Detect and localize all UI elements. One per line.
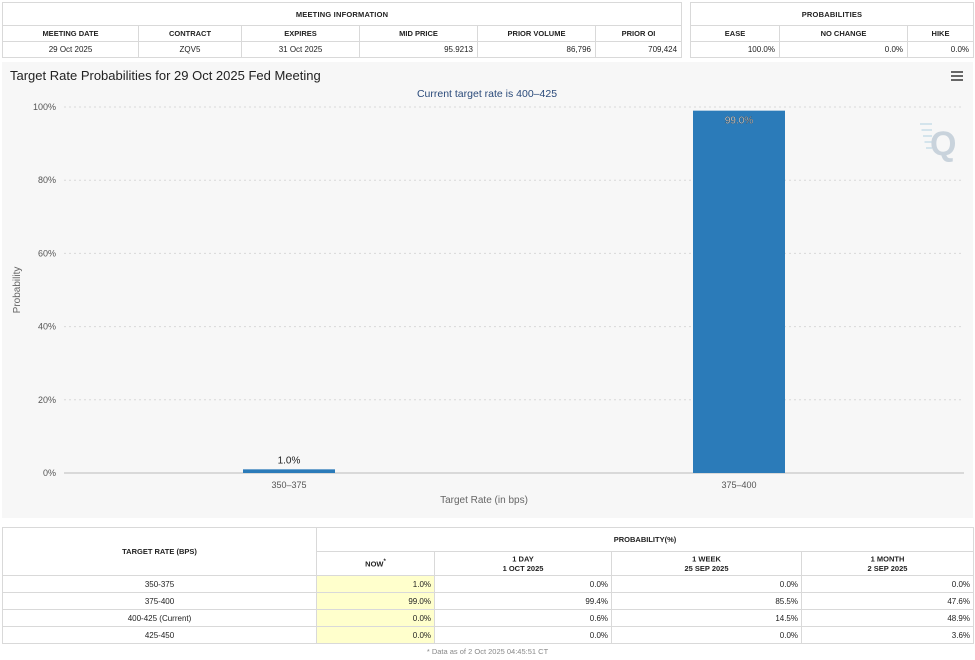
table-row: 400-425 (Current) 0.0% 0.6% 14.5% 48.9% [2, 609, 974, 627]
target-rate-cell: 350-375 [2, 575, 317, 593]
probability-header: PROBABILITY(%) [316, 527, 974, 552]
meeting-information-header: MEETING INFORMATION [1, 2, 683, 26]
mid-price-value: 95.9213 [359, 41, 478, 58]
chart-subtitle: Current target rate is 400–425 [417, 88, 557, 100]
x-tick-label: 350–375 [271, 480, 306, 490]
meeting-date-value: 29 Oct 2025 [2, 41, 139, 58]
probability-cell: 99.4% [434, 592, 612, 610]
y-tick-label: 80% [38, 175, 56, 185]
contract-header: CONTRACT [138, 25, 242, 42]
bar-375–400 [693, 110, 785, 473]
data-timestamp-footnote: * Data as of 2 Oct 2025 04:45:51 CT [426, 647, 549, 656]
y-tick-label: 40% [38, 322, 56, 332]
y-tick-label: 20% [38, 395, 56, 405]
period-label: 1 MONTH [870, 554, 905, 564]
target-rate-header: TARGET RATE (BPS) [2, 527, 317, 576]
prior-volume-value: 86,796 [477, 41, 596, 58]
probability-cell: 47.6% [801, 592, 974, 610]
prior-volume-header: PRIOR VOLUME [477, 25, 596, 42]
period-header: 1 DAY 1 OCT 2025 [434, 551, 612, 576]
bar-350–375 [243, 469, 335, 473]
ease-value: 100.0% [690, 41, 780, 58]
period-header: 1 WEEK 25 SEP 2025 [611, 551, 802, 576]
q-logo-icon: Q [930, 125, 956, 163]
expires-value: 31 Oct 2025 [241, 41, 360, 58]
probability-cell: 0.0% [611, 575, 802, 593]
meeting-information-table: MEETING INFORMATION MEETING DATE CONTRAC… [1, 2, 683, 58]
period-date: 1 OCT 2025 [502, 563, 544, 573]
x-axis-label: Target Rate (in bps) [440, 495, 528, 506]
period-header: NOW* [316, 551, 435, 576]
probability-cell: 85.5% [611, 592, 802, 610]
hamburger-menu-icon[interactable] [951, 71, 963, 81]
chart-title: Target Rate Probabilities for 29 Oct 202… [10, 68, 321, 83]
target-rate-cell: 375-400 [2, 592, 317, 610]
y-tick-label: 100% [33, 102, 56, 112]
probability-cell: 0.0% [316, 626, 435, 644]
period-label: NOW [365, 559, 384, 569]
probability-cell: 99.0% [316, 592, 435, 610]
probability-cell: 0.0% [801, 575, 974, 593]
hike-value: 0.0% [906, 41, 975, 58]
probability-bar-chart: 0% 20% 40% 60% 80% 100% 1.0% 350–375 99.0% 375–40… [12, 88, 964, 506]
probability-cell: 3.6% [801, 626, 974, 644]
period-label: 1 WEEK [692, 554, 721, 564]
target-rate-probability-table: TARGET RATE (BPS) PROBABILITY(%) NOW* 1 D… [2, 527, 974, 644]
period-date: 25 SEP 2025 [684, 563, 729, 573]
probability-cell: 0.0% [316, 609, 435, 627]
no-change-header: NO CHANGE [779, 25, 908, 42]
ease-header: EASE [690, 25, 780, 42]
period-marker: * [383, 558, 386, 565]
meeting-date-header: MEETING DATE [2, 25, 139, 42]
no-change-value: 0.0% [779, 41, 908, 58]
probabilities-header: PROBABILITIES [689, 2, 975, 26]
target-rate-cell: 425-450 [2, 626, 317, 644]
probabilities-table: PROBABILITIES EASE NO CHANGE HIKE 100.0%… [689, 2, 975, 58]
prior-oi-header: PRIOR OI [594, 25, 683, 42]
probability-cell: 0.0% [611, 626, 802, 644]
expires-header: EXPIRES [241, 25, 360, 42]
probability-cell: 14.5% [611, 609, 802, 627]
x-tick-label: 375–400 [721, 480, 756, 490]
table-row: 375-400 99.0% 99.4% 85.5% 47.6% [2, 592, 974, 610]
target-rate-cell: 400-425 (Current) [2, 609, 317, 627]
chart-panel: 0% 20% 40% 60% 80% 100% 1.0% 350–375 99.0% 375–40… [2, 62, 973, 518]
table-row: 350-375 1.0% 0.0% 0.0% 0.0% [2, 575, 974, 593]
bar-data-label: 1.0% [278, 455, 301, 466]
y-axis-label: Probability [12, 267, 23, 314]
probability-cell: 0.6% [434, 609, 612, 627]
period-label: 1 DAY [512, 554, 534, 564]
contract-value: ZQV5 [138, 41, 242, 58]
bar-data-label: 99.0% [725, 116, 753, 127]
probability-cell: 0.0% [434, 626, 612, 644]
y-tick-label: 0% [43, 468, 56, 478]
period-header: 1 MONTH 2 SEP 2025 [801, 551, 974, 576]
probability-cell: 48.9% [801, 609, 974, 627]
hike-header: HIKE [906, 25, 975, 42]
y-tick-label: 60% [38, 248, 56, 258]
prior-oi-value: 709,424 [594, 41, 683, 58]
probability-cell: 0.0% [434, 575, 612, 593]
period-date: 2 SEP 2025 [867, 563, 908, 573]
mid-price-header: MID PRICE [359, 25, 478, 42]
probability-cell: 1.0% [316, 575, 435, 593]
table-row: 425-450 0.0% 0.0% 0.0% 3.6% [2, 626, 974, 644]
